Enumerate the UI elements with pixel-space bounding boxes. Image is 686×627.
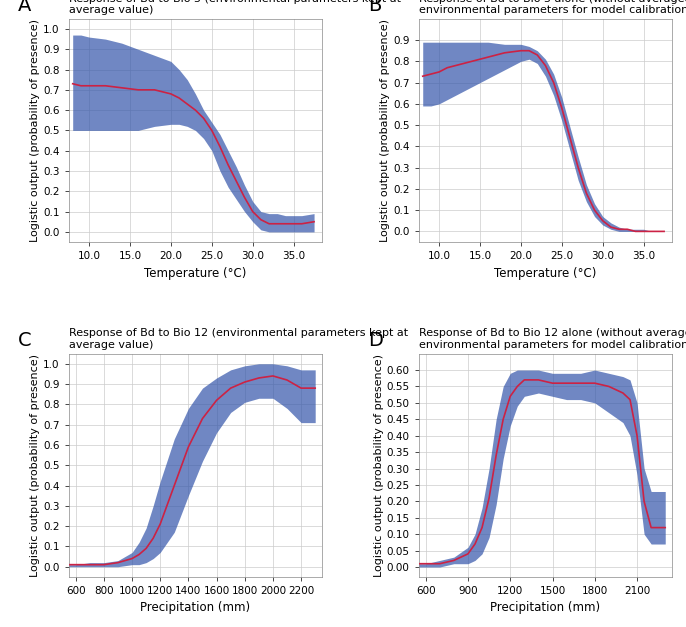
- Y-axis label: Logistic output (probability of presence): Logistic output (probability of presence…: [380, 19, 390, 242]
- Y-axis label: Logistic output (probability of presence): Logistic output (probability of presence…: [30, 354, 40, 577]
- X-axis label: Temperature (°C): Temperature (°C): [144, 266, 246, 280]
- X-axis label: Temperature (°C): Temperature (°C): [495, 266, 597, 280]
- Text: A: A: [18, 0, 32, 16]
- Text: Response of Bd to Bio 5 alone (without averaged
environmental parameters for mod: Response of Bd to Bio 5 alone (without a…: [418, 0, 686, 15]
- Text: Response of Bd to Bio 12 alone (without averaged
environmental parameters for mo: Response of Bd to Bio 12 alone (without …: [418, 329, 686, 350]
- Y-axis label: Logistic output (probability of presence): Logistic output (probability of presence…: [374, 354, 383, 577]
- X-axis label: Precipitation (mm): Precipitation (mm): [490, 601, 600, 614]
- Text: Response of Bd to Bio 5 (environmental parameters kept at
average value): Response of Bd to Bio 5 (environmental p…: [69, 0, 401, 15]
- Text: C: C: [18, 331, 32, 350]
- Text: D: D: [368, 331, 383, 350]
- Y-axis label: Logistic output (probability of presence): Logistic output (probability of presence…: [30, 19, 40, 242]
- Text: Response of Bd to Bio 12 (environmental parameters kept at
average value): Response of Bd to Bio 12 (environmental …: [69, 329, 407, 350]
- Text: B: B: [368, 0, 381, 16]
- X-axis label: Precipitation (mm): Precipitation (mm): [141, 601, 250, 614]
